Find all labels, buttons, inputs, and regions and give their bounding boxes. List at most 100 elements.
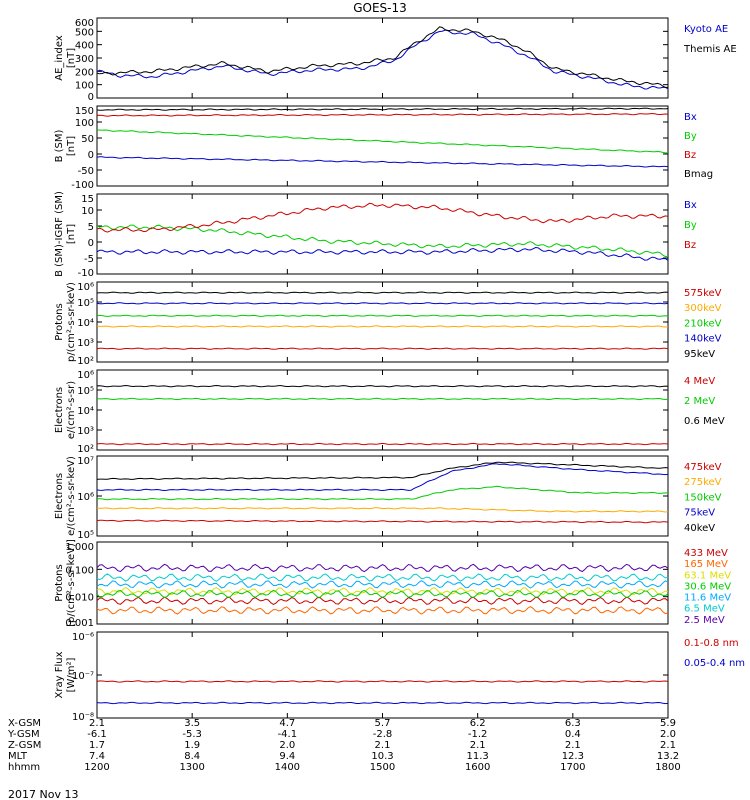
footer-value: 11.3 [467,751,489,762]
footer-value: 6.2 [470,718,486,729]
date-label: 2017 Nov 13 [8,788,78,800]
footer-value: -6.1 [87,729,107,740]
series-line-bx [96,156,669,168]
legend-entry: 0.05-0.4 nm [684,658,745,669]
series-line-40kev [96,461,669,480]
y-tick-label: 10⁶ [77,282,94,293]
series-line-63-1-mev [96,587,669,596]
footer-value: 5.9 [660,718,676,729]
y-axis-label: Protons [54,564,65,601]
y-tick-label: -10 [78,268,94,279]
series-line-2-mev [96,397,669,401]
y-tick-label: -100 [71,180,94,191]
series-line-433-mev [96,596,669,605]
y-tick-label: 0 [88,238,94,249]
y-axis-label: AE_index [54,35,65,81]
y-tick-label: 200 [75,67,94,78]
panel-frame [96,17,669,99]
footer-value: 2.0 [279,740,295,751]
chart-title: GOES-13 [353,1,407,15]
y-tick-label: 0.001 [65,618,94,629]
footer-value: 1400 [275,762,300,773]
legend-entry: 575keV [684,288,722,299]
y-axis-label: Electrons [54,387,65,433]
legend-entry: Kyoto AE [684,24,728,35]
series-line-2-5-mev [96,563,669,573]
footer-value: -1.2 [468,729,488,740]
y-tick-label: 300 [75,54,94,65]
series-line-by [96,224,669,258]
footer-row-label: Y-GSM [7,729,40,740]
panel-3: 10⁶ 10⁵ 10⁴ 10³ 10² Protons p/(cm²-s-sr-keV) 57… [54,281,722,367]
footer-value: 10.3 [371,751,393,762]
panel-frame [96,369,669,451]
y-tick-label: 0.010 [65,593,94,604]
y-axis-unit: [nT] [66,224,77,244]
series-line-bmag [96,107,669,111]
y-axis-label: Electrons [54,473,65,519]
y-axis-label: B (SM)-IGRF (SM) [54,191,65,277]
legend-entry: 2.5 MeV [684,615,725,626]
footer-value: 2.1 [89,718,105,729]
y-tick-label: 400 [75,41,94,52]
panel-7: 10⁻⁶ 10⁻⁷ 10⁻⁸ Xray Flux [W/m²] 0.1-0.8 nm 0.0… [54,631,745,723]
series-line-300kev [96,325,669,328]
series-line-4-mev [96,442,669,446]
footer-value: 1.7 [89,740,105,751]
series-line-bx [96,246,669,261]
footer-value: 1700 [560,762,585,773]
series-line-95kev [96,291,669,294]
panel-frame [96,631,669,719]
y-tick-label: -5 [84,254,94,265]
y-tick-label: 15 [81,194,94,205]
series-line-0-05-0-4-nm [96,701,669,705]
series-line-575kev [96,347,669,350]
footer-value: 12.3 [562,751,584,762]
legend-entry: Bx [684,112,697,123]
y-axis-unit: e/(cm²-s-sr-keV) [66,456,77,536]
y-tick-label: 50 [81,134,94,145]
legend-entry: 11.6 MeV [684,593,731,604]
legend-entry: 30.6 MeV [684,581,731,592]
series-line-bz [96,202,669,233]
panel-4: 10⁶ 10⁵ 10⁴ 10³ 10² Electrons e/(cm²-s-sr) 4 Me… [54,369,725,455]
legend-entry: Bmag [684,169,713,180]
legend-entry: 140keV [684,334,722,345]
y-axis-label: Protons [54,303,65,340]
y-axis-unit: [p/(cm²-s-sr-keV)] [66,539,77,627]
series-line-themis-ae [96,26,669,89]
y-tick-label: 0 [88,150,94,161]
footer-value: 2.0 [660,729,676,740]
y-tick-label: 10⁴ [77,406,94,417]
panel-6: 1.000 0.100 0.010 0.001 Protons [p/(cm²-s-sr-… [54,539,731,629]
y-tick-label: 10⁵ [77,530,94,541]
y-axis-unit: p/(cm²-s-sr-keV) [66,282,77,362]
footer-value: -5.3 [182,729,202,740]
series-line-0-6-mev [96,384,669,388]
legend-entry: 4 MeV [684,376,715,387]
y-tick-label: 100 [75,81,94,92]
footer-value: 3.5 [184,718,200,729]
legend-entry: By [684,131,697,142]
y-tick-label: -50 [78,166,94,177]
y-tick-label: 10³ [77,338,94,349]
y-axis-label: Xray Flux [54,651,65,698]
y-tick-label: 10² [77,444,94,455]
y-tick-label: 10² [77,356,94,367]
series-line-bz [96,112,669,117]
y-tick-label: 10⁵ [77,298,94,309]
series-line-kyoto-ae [96,29,669,90]
panel-frame [96,281,669,363]
panel-5: 10⁷ 10⁶ 10⁵ Electrons e/(cm²-s-sr-keV) 475keV… [54,455,722,541]
legend-entry: 40keV [684,523,715,534]
series-line-140kev [96,302,669,305]
footer-value: 5.7 [375,718,391,729]
footer-value: 8.4 [184,751,200,762]
footer-value: 1200 [84,762,109,773]
series-line-275kev [96,507,669,513]
legend-entry: 6.5 MeV [684,604,725,615]
y-tick-label: 10⁻⁶ [72,632,94,643]
